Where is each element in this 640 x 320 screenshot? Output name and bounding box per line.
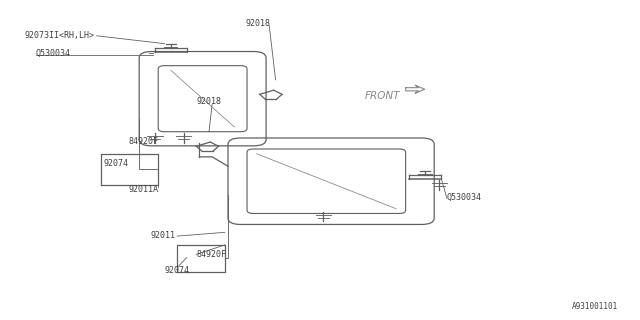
Text: 92018: 92018 — [196, 97, 221, 106]
Text: 84920F: 84920F — [196, 250, 227, 259]
Text: 92011A: 92011A — [129, 185, 158, 194]
Text: 92073II<RH,LH>: 92073II<RH,LH> — [25, 31, 95, 40]
Text: 92011: 92011 — [150, 231, 175, 240]
Text: 92018: 92018 — [246, 19, 271, 28]
Text: 84920F: 84920F — [129, 137, 158, 146]
Text: A931001101: A931001101 — [572, 302, 618, 311]
Text: Q530034: Q530034 — [447, 193, 482, 202]
Text: 92074: 92074 — [164, 266, 189, 275]
Text: FRONT: FRONT — [364, 91, 400, 100]
Text: 92074: 92074 — [103, 159, 128, 168]
Text: Q530034: Q530034 — [36, 49, 71, 58]
